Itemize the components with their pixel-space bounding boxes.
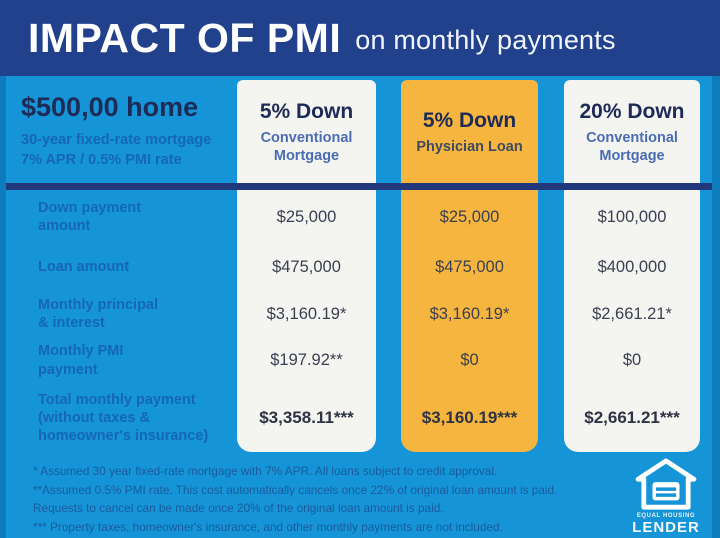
value-cell: $3,160.19* [429, 304, 510, 323]
column-title: 20% Down [579, 99, 685, 123]
value-cell: $197.92** [270, 351, 343, 369]
value-cell: $400,000 [597, 258, 667, 276]
row-label-pmi-payment: Monthly PMI payment [38, 343, 124, 378]
value-cell: $0 [460, 351, 479, 369]
column-subtitle: Physician Loan [416, 138, 523, 155]
header-banner: IMPACT OF PMI on monthly payments [0, 0, 720, 76]
header-divider-bar [0, 183, 720, 190]
value-cell: $25,000 [276, 207, 337, 226]
column-title: 5% Down [259, 99, 354, 123]
total-value-cell: $3,358.11*** [259, 408, 354, 427]
column-header-conventional-20-down: 20% Down Conventional Mortgage [564, 76, 700, 183]
value-cell: $0 [622, 351, 642, 369]
page-title: IMPACT OF PMI [28, 14, 342, 61]
value-cell: $475,000 [272, 258, 341, 276]
value-cell: $100,000 [597, 207, 667, 226]
footnote-line: *** Property taxes, homeowner's insuranc… [33, 519, 503, 534]
row-label-down-payment: Down payment amount [38, 199, 142, 234]
row-label-loan-amount: Loan amount [38, 259, 130, 276]
value-cell: $3,160.19* [266, 304, 347, 323]
right-edge-strip [712, 76, 720, 538]
footnote-line: **Assumed 0.5% PMI rate. This cost autom… [33, 482, 558, 497]
total-value-cell: $2,661.21*** [584, 408, 680, 427]
page-subtitle: on monthly payments [355, 24, 616, 55]
column-subtitle: Conventional Mortgage [260, 129, 353, 164]
footnote-line: Requests to cancel can be made once 20% … [33, 501, 444, 516]
footnotes: * Assumed 30 year fixed-rate mortgage wi… [33, 462, 557, 537]
lender-text: LENDER [632, 519, 700, 536]
scenario-intro: $500,00 home 30-year fixed-rate mortgage… [0, 76, 237, 183]
column-header-physician-loan: 5% Down Physician Loan [401, 76, 538, 183]
row-label-total-monthly: Total monthly payment (without taxes & h… [38, 391, 209, 445]
comparison-table: $500,00 home 30-year fixed-rate mortgage… [0, 76, 720, 452]
equal-housing-lender-logo: EQUAL HOUSING LENDER [624, 458, 708, 536]
equal-housing-text: EQUAL HOUSING [636, 513, 696, 519]
total-value-cell: $3,160.19*** [421, 408, 518, 427]
column-title: 5% Down [422, 108, 517, 132]
row-label-principal-interest: Monthly principal & interest [38, 296, 159, 331]
column-header-conventional-5-down: 5% Down Conventional Mortgage [237, 76, 376, 183]
equal-housing-house-icon [635, 458, 697, 510]
card-conventional-20-down [564, 80, 700, 452]
comparison-panel: $500,00 home 30-year fixed-rate mortgage… [0, 76, 720, 538]
left-edge-strip [0, 76, 6, 538]
mortgage-terms: 30-year fixed-rate mortgage [21, 132, 212, 148]
value-cell: $475,000 [435, 258, 504, 276]
card-conventional-5-down [237, 80, 376, 452]
rate-terms: 7% APR / 0.5% PMI rate [21, 151, 182, 168]
column-subtitle: Conventional Mortgage [586, 129, 678, 164]
value-cell: $2,661.21* [592, 304, 672, 323]
home-price: $500,00 home [21, 92, 199, 122]
value-cell: $25,000 [439, 207, 500, 226]
footer: * Assumed 30 year fixed-rate mortgage wi… [0, 456, 720, 538]
footnote-line: * Assumed 30 year fixed-rate mortgage wi… [33, 464, 498, 478]
card-physician-loan [401, 80, 538, 452]
